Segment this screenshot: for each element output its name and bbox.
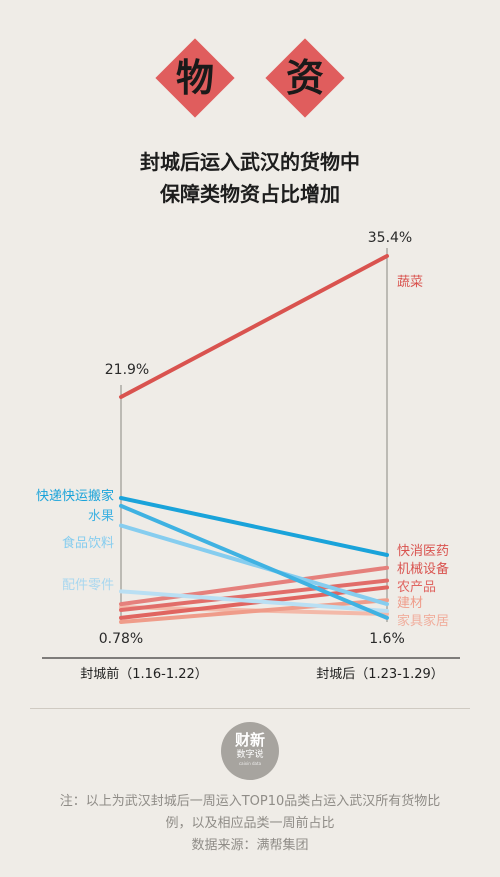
header-char-wu: 物	[175, 55, 214, 100]
data-source: 数据来源：满帮集团	[191, 838, 309, 853]
header-diamond-1: 物	[155, 38, 235, 118]
x-tick-label-after: 封城后（1.23-1.29）	[316, 667, 444, 682]
series-line-机械设备	[119, 578, 389, 613]
header-char-zi: 资	[285, 55, 324, 100]
chart-title-line1: 封城后运入武汉的货物中	[140, 150, 360, 174]
legend-label-快消医药: 快消医药	[397, 544, 449, 559]
legend-label-食品饮料: 食品饮料	[62, 535, 114, 551]
logo-text-caixin: 财新	[234, 731, 265, 749]
x-tick-label-before: 封城前（1.16-1.22）	[80, 666, 208, 682]
series-line-建材	[119, 598, 389, 624]
value-label-bottom-left: 0.78%	[99, 631, 143, 647]
legend-label-机械设备: 机械设备	[397, 561, 449, 577]
legend-label-快递快运搬家: 快递快运搬家	[36, 488, 114, 504]
footnote-line2: 例，以及相应品类一周前占比	[165, 816, 335, 831]
series-line-蔬菜	[119, 254, 389, 399]
logo-text-shuzishuo: 数字说	[236, 750, 264, 760]
legend-label-家具家居: 家具家居	[397, 613, 449, 629]
value-label-bottom-right: 1.6%	[369, 631, 405, 647]
series-line-食品饮料	[119, 523, 389, 607]
chart-title-line2: 保障类物资占比增加	[160, 182, 340, 206]
legend-label-蔬菜: 蔬菜	[397, 275, 423, 290]
series-line-配件零件	[119, 589, 389, 613]
value-label-top-right: 35.4%	[368, 230, 412, 246]
logo-text-sub: caixin data	[238, 761, 262, 766]
header-diamond-2: 资	[265, 38, 345, 118]
series-line-水果	[119, 503, 389, 620]
value-label-top-left: 21.9%	[105, 362, 149, 378]
legend-label-配件零件: 配件零件	[62, 578, 114, 593]
series-line-快递快运搬家	[119, 496, 389, 557]
caixin-logo: 财新 数字说 caixin data	[221, 722, 279, 780]
legend-label-农产品: 农产品	[397, 580, 436, 595]
legend-label-建材: 建材	[397, 596, 423, 611]
footnote-line1: 注：以上为武汉封城后一周运入TOP10品类占运入武汉所有货物比	[59, 794, 441, 809]
series-line-快消医药	[119, 565, 389, 607]
legend-label-水果: 水果	[88, 509, 114, 524]
footer-divider	[30, 708, 470, 709]
